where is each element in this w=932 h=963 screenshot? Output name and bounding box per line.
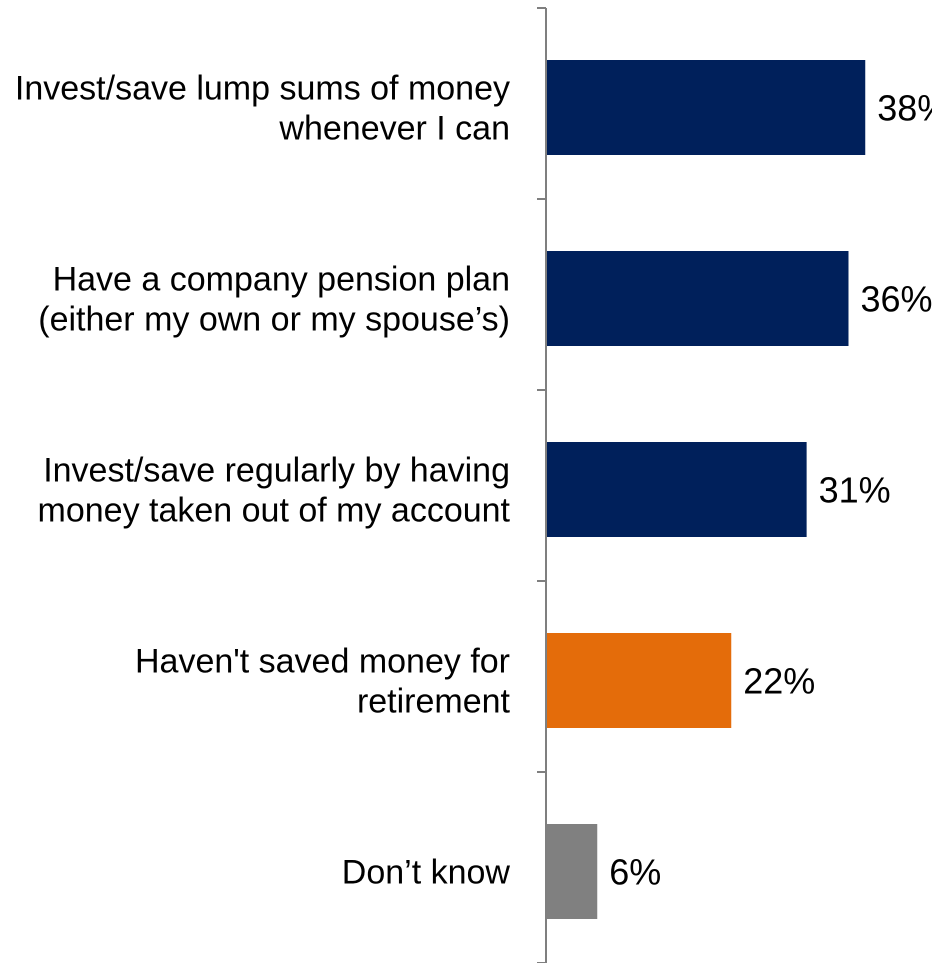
category-axis: [537, 7, 547, 963]
category-labels-group: Invest/save lump sums of money whenever I…: [15, 70, 511, 892]
value-label: 36%: [861, 279, 932, 320]
bar: [547, 824, 598, 919]
category-label: Invest/save lump sums of money whenever I…: [15, 70, 510, 148]
value-label: 31%: [819, 470, 891, 511]
category-label: Don’t know: [342, 854, 511, 892]
value-label: 38%: [877, 88, 932, 129]
category-label: Haven't saved money for retirement: [135, 643, 511, 721]
value-label: 22%: [743, 661, 815, 702]
bar: [547, 251, 849, 346]
value-labels-group: 38% 36% 31% 22% 6%: [609, 88, 932, 893]
value-label: 6%: [609, 852, 661, 893]
bar: [547, 633, 732, 728]
bar: [547, 60, 866, 155]
bar: [547, 442, 807, 537]
bars-group: [547, 60, 866, 919]
category-label: Invest/save regularly by having money tak…: [38, 452, 511, 530]
category-label: Have a company pension plan (either my ow…: [38, 261, 510, 339]
